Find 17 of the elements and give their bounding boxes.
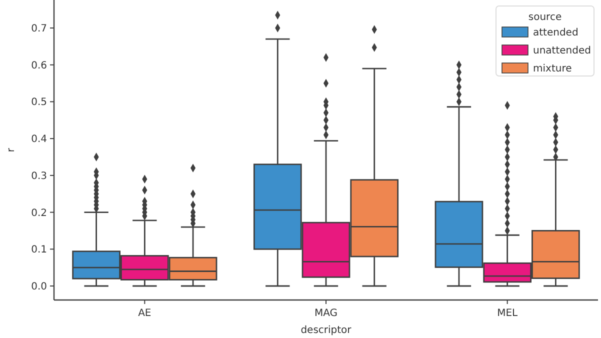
y-tick-label: 0.4 — [31, 134, 47, 146]
y-tick-label: 0.3 — [31, 170, 47, 182]
x-tick-label: MEL — [497, 308, 518, 319]
x-axis-title: descriptor — [300, 325, 352, 336]
y-tick-label: 0.0 — [31, 281, 47, 292]
y-tick-label: 0.1 — [31, 244, 47, 256]
x-tick-label: MAG — [314, 308, 338, 319]
legend-label: attended — [533, 28, 578, 38]
y-tick-label: 0.2 — [31, 208, 47, 219]
legend-label: mixture — [533, 64, 572, 74]
legend-label: unattended — [533, 46, 591, 56]
legend-title: source — [528, 12, 562, 23]
y-tick-label: 0.7 — [31, 24, 47, 35]
y-tick-label: 0.5 — [31, 97, 47, 108]
y-axis-title: r — [6, 147, 17, 152]
y-tick-label: 0.6 — [31, 60, 47, 72]
x-tick-label: AE — [138, 308, 152, 319]
